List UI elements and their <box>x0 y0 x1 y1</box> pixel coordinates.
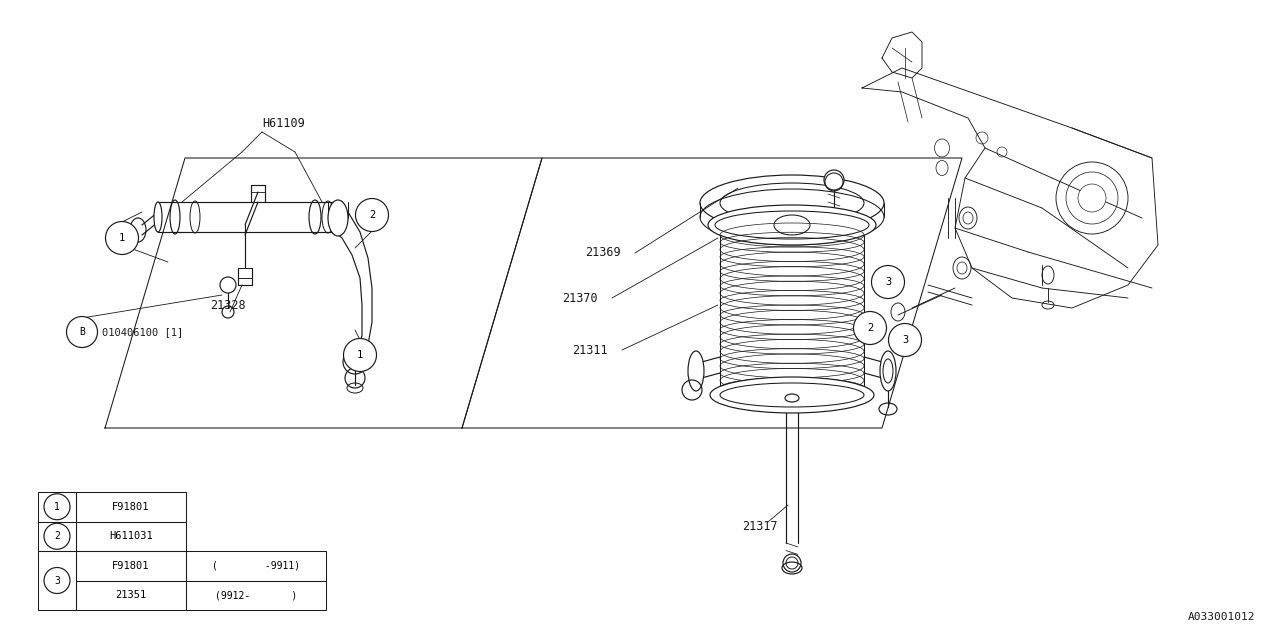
Text: 21328: 21328 <box>210 299 246 312</box>
Circle shape <box>872 266 905 298</box>
Text: 21311: 21311 <box>572 344 608 356</box>
Text: 21369: 21369 <box>585 246 621 259</box>
Circle shape <box>854 312 887 344</box>
Text: 1: 1 <box>54 502 60 512</box>
Text: H61109: H61109 <box>262 117 305 130</box>
Bar <box>76 551 186 580</box>
Ellipse shape <box>154 202 163 232</box>
Bar <box>38 551 76 610</box>
Ellipse shape <box>328 200 348 236</box>
Text: 21370: 21370 <box>562 291 598 305</box>
Bar <box>76 580 186 610</box>
Text: 010406100 [1]: 010406100 [1] <box>102 327 183 337</box>
Text: F91801: F91801 <box>113 561 150 571</box>
Text: (9912-       ): (9912- ) <box>215 590 297 600</box>
Ellipse shape <box>934 139 950 157</box>
Bar <box>76 522 186 551</box>
Circle shape <box>67 317 97 348</box>
Ellipse shape <box>689 351 704 391</box>
Text: A033001012: A033001012 <box>1188 612 1254 622</box>
Text: B: B <box>79 327 84 337</box>
Circle shape <box>105 221 138 255</box>
Ellipse shape <box>334 201 346 233</box>
Bar <box>38 492 76 522</box>
Text: 21317: 21317 <box>742 520 778 532</box>
Text: H611031: H611031 <box>109 531 152 541</box>
Ellipse shape <box>824 170 844 190</box>
Text: 1: 1 <box>119 233 125 243</box>
Ellipse shape <box>954 257 972 279</box>
Text: 3: 3 <box>902 335 908 345</box>
Ellipse shape <box>783 554 801 572</box>
Text: F91801: F91801 <box>113 502 150 512</box>
Circle shape <box>343 339 376 371</box>
Text: 21351: 21351 <box>115 590 147 600</box>
Text: 2: 2 <box>867 323 873 333</box>
Ellipse shape <box>710 377 874 413</box>
Ellipse shape <box>891 303 905 321</box>
Ellipse shape <box>959 207 977 229</box>
Circle shape <box>356 198 389 232</box>
Bar <box>38 522 76 551</box>
Text: 2: 2 <box>54 531 60 541</box>
Circle shape <box>44 568 70 593</box>
Circle shape <box>44 493 70 520</box>
Circle shape <box>44 524 70 549</box>
Ellipse shape <box>1042 266 1053 284</box>
Ellipse shape <box>1078 184 1106 212</box>
Bar <box>186 551 326 580</box>
Text: (        -9911): ( -9911) <box>212 561 300 571</box>
Text: 1: 1 <box>357 350 364 360</box>
Text: 3: 3 <box>884 277 891 287</box>
Ellipse shape <box>708 205 876 245</box>
Text: 3: 3 <box>54 575 60 586</box>
Ellipse shape <box>881 351 896 391</box>
Circle shape <box>888 323 922 356</box>
Ellipse shape <box>936 161 948 175</box>
Bar <box>76 492 186 522</box>
Text: 2: 2 <box>369 210 375 220</box>
Ellipse shape <box>785 394 799 402</box>
Bar <box>186 580 326 610</box>
